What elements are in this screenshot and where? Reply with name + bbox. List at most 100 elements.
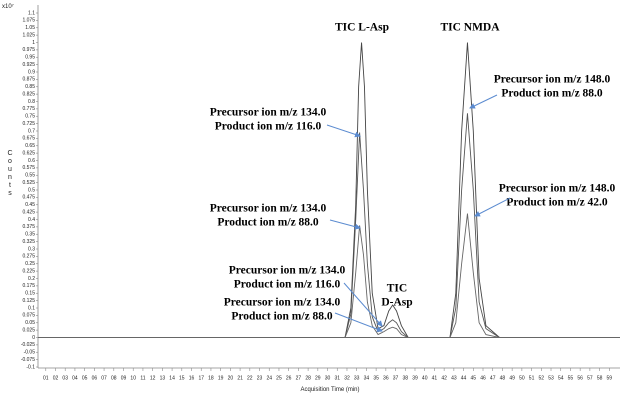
x-tick-label: 45 [471, 375, 477, 381]
x-tick-label: 16 [189, 375, 195, 381]
y-tick-label: 0.775 [22, 106, 35, 112]
x-tick-label: 54 [558, 375, 564, 381]
y-tick-label: 0.3 [28, 246, 35, 252]
multiplier: x10⁷ [2, 3, 14, 10]
annotation-arrow [329, 219, 361, 230]
y-tick-label: 1.1 [28, 10, 35, 16]
y-tick-label: -0.025 [21, 342, 35, 348]
x-tick-label: 23 [257, 375, 263, 381]
x-tick-label: 36 [383, 375, 389, 381]
x-tick-label: 51 [529, 375, 535, 381]
x-tick-label: 26 [286, 375, 292, 381]
x-tick-label: 28 [305, 375, 311, 381]
x-tick-label: 04 [72, 375, 78, 381]
x-tick-label: 57 [587, 375, 593, 381]
y-tick-label: 0.75 [25, 114, 35, 120]
annotation: Precursor ion m/z 134.0 [224, 297, 341, 309]
annotation: Precursor ion m/z 134.0 [210, 107, 327, 119]
x-tick-label: 07 [101, 375, 107, 381]
y-tick-label: 0.275 [22, 254, 35, 260]
x-tick-label: 14 [169, 375, 175, 381]
trace [38, 113, 620, 338]
annotation-arrow [474, 197, 511, 217]
annotation: Product ion m/z 116.0 [234, 279, 341, 291]
x-tick-label: 06 [92, 375, 98, 381]
x-tick-label: 43 [451, 375, 457, 381]
y-tick-label: 0.25 [25, 261, 35, 267]
x-tick-label: 08 [111, 375, 117, 381]
x-tick-label: 15 [179, 375, 185, 381]
y-tick-label: 0.2 [28, 276, 35, 282]
annotation-arrow [469, 94, 498, 109]
y-tick-label: 0.075 [22, 313, 35, 319]
y-tick-label: 0.525 [22, 180, 35, 186]
annotation: Product ion m/z 88.0 [231, 311, 333, 323]
y-axis-label: Counts [7, 150, 14, 198]
y-tick-label: 0.875 [22, 77, 35, 83]
y-tick-label: 0.925 [22, 62, 35, 68]
x-tick-label: 03 [62, 375, 68, 381]
x-tick-label: 48 [500, 375, 506, 381]
x-tick-label: 41 [432, 375, 438, 381]
y-tick-label: 0.15 [25, 291, 35, 297]
annotation: Precursor ion m/z 148.0 [494, 74, 611, 86]
x-tick-label: 35 [373, 375, 379, 381]
y-tick-label: 0.125 [22, 298, 35, 304]
annotation: Product ion m/z 116.0 [215, 121, 322, 133]
annotation: Precursor ion m/z 134.0 [229, 265, 346, 277]
x-tick-label: 29 [315, 375, 321, 381]
y-tick-label: 0.8 [28, 99, 35, 105]
x-tick-label: 55 [568, 375, 574, 381]
x-tick-label: 09 [121, 375, 127, 381]
x-tick-label: 33 [354, 375, 360, 381]
trace [38, 225, 620, 338]
y-tick-label: -0.05 [24, 350, 36, 356]
x-tick-label: 22 [247, 375, 253, 381]
x-tick-label: 21 [237, 375, 243, 381]
x-tick-label: 01 [43, 375, 49, 381]
y-tick-label: 0.45 [25, 202, 35, 208]
y-tick-label: 1.05 [25, 25, 35, 31]
x-tick-label: 49 [509, 375, 515, 381]
trace [38, 42, 620, 338]
y-tick-label: 1.025 [22, 32, 35, 38]
x-tick-label: 52 [539, 375, 545, 381]
x-tick-label: 13 [160, 375, 166, 381]
x-tick-label: 12 [150, 375, 156, 381]
y-tick-label: 0.725 [22, 121, 35, 127]
y-tick-label: 0.175 [22, 283, 35, 289]
annotation: TIC NMDA [440, 22, 500, 34]
y-tick-label: 0.675 [22, 136, 35, 142]
y-tick-label: 0.85 [25, 84, 35, 90]
trace [38, 213, 620, 338]
x-tick-label: 59 [607, 375, 613, 381]
annotation: Product ion m/z 88.0 [501, 88, 603, 100]
x-tick-label: 10 [130, 375, 136, 381]
y-tick-label: 1.075 [22, 18, 35, 24]
y-tick-label: 0.7 [28, 128, 35, 134]
annotation: D-Asp [381, 297, 412, 309]
y-tick-label: 0.375 [22, 224, 35, 230]
y-tick-label: 1 [32, 40, 35, 46]
x-tick-label: 19 [218, 375, 224, 381]
y-tick-label: 0.975 [22, 47, 35, 53]
y-tick-label: 0.475 [22, 195, 35, 201]
y-tick-label: 0.625 [22, 150, 35, 156]
x-tick-label: 40 [422, 375, 428, 381]
x-tick-label: 37 [393, 375, 399, 381]
y-tick-label: 0.65 [25, 143, 35, 149]
x-tick-label: 53 [548, 375, 554, 381]
x-tick-label: 30 [325, 375, 331, 381]
trace [38, 42, 620, 338]
x-tick-label: 24 [266, 375, 272, 381]
x-tick-label: 02 [53, 375, 59, 381]
x-tick-label: 17 [198, 375, 204, 381]
x-axis-label: Acquisition Time (min) [300, 387, 359, 393]
x-tick-label: 32 [344, 375, 350, 381]
y-tick-label: -0.1 [26, 364, 35, 370]
x-tick-label: 56 [577, 375, 583, 381]
x-tick-label: 05 [82, 375, 88, 381]
x-tick-label: 47 [490, 375, 496, 381]
annotation: TIC L-Asp [335, 22, 389, 34]
